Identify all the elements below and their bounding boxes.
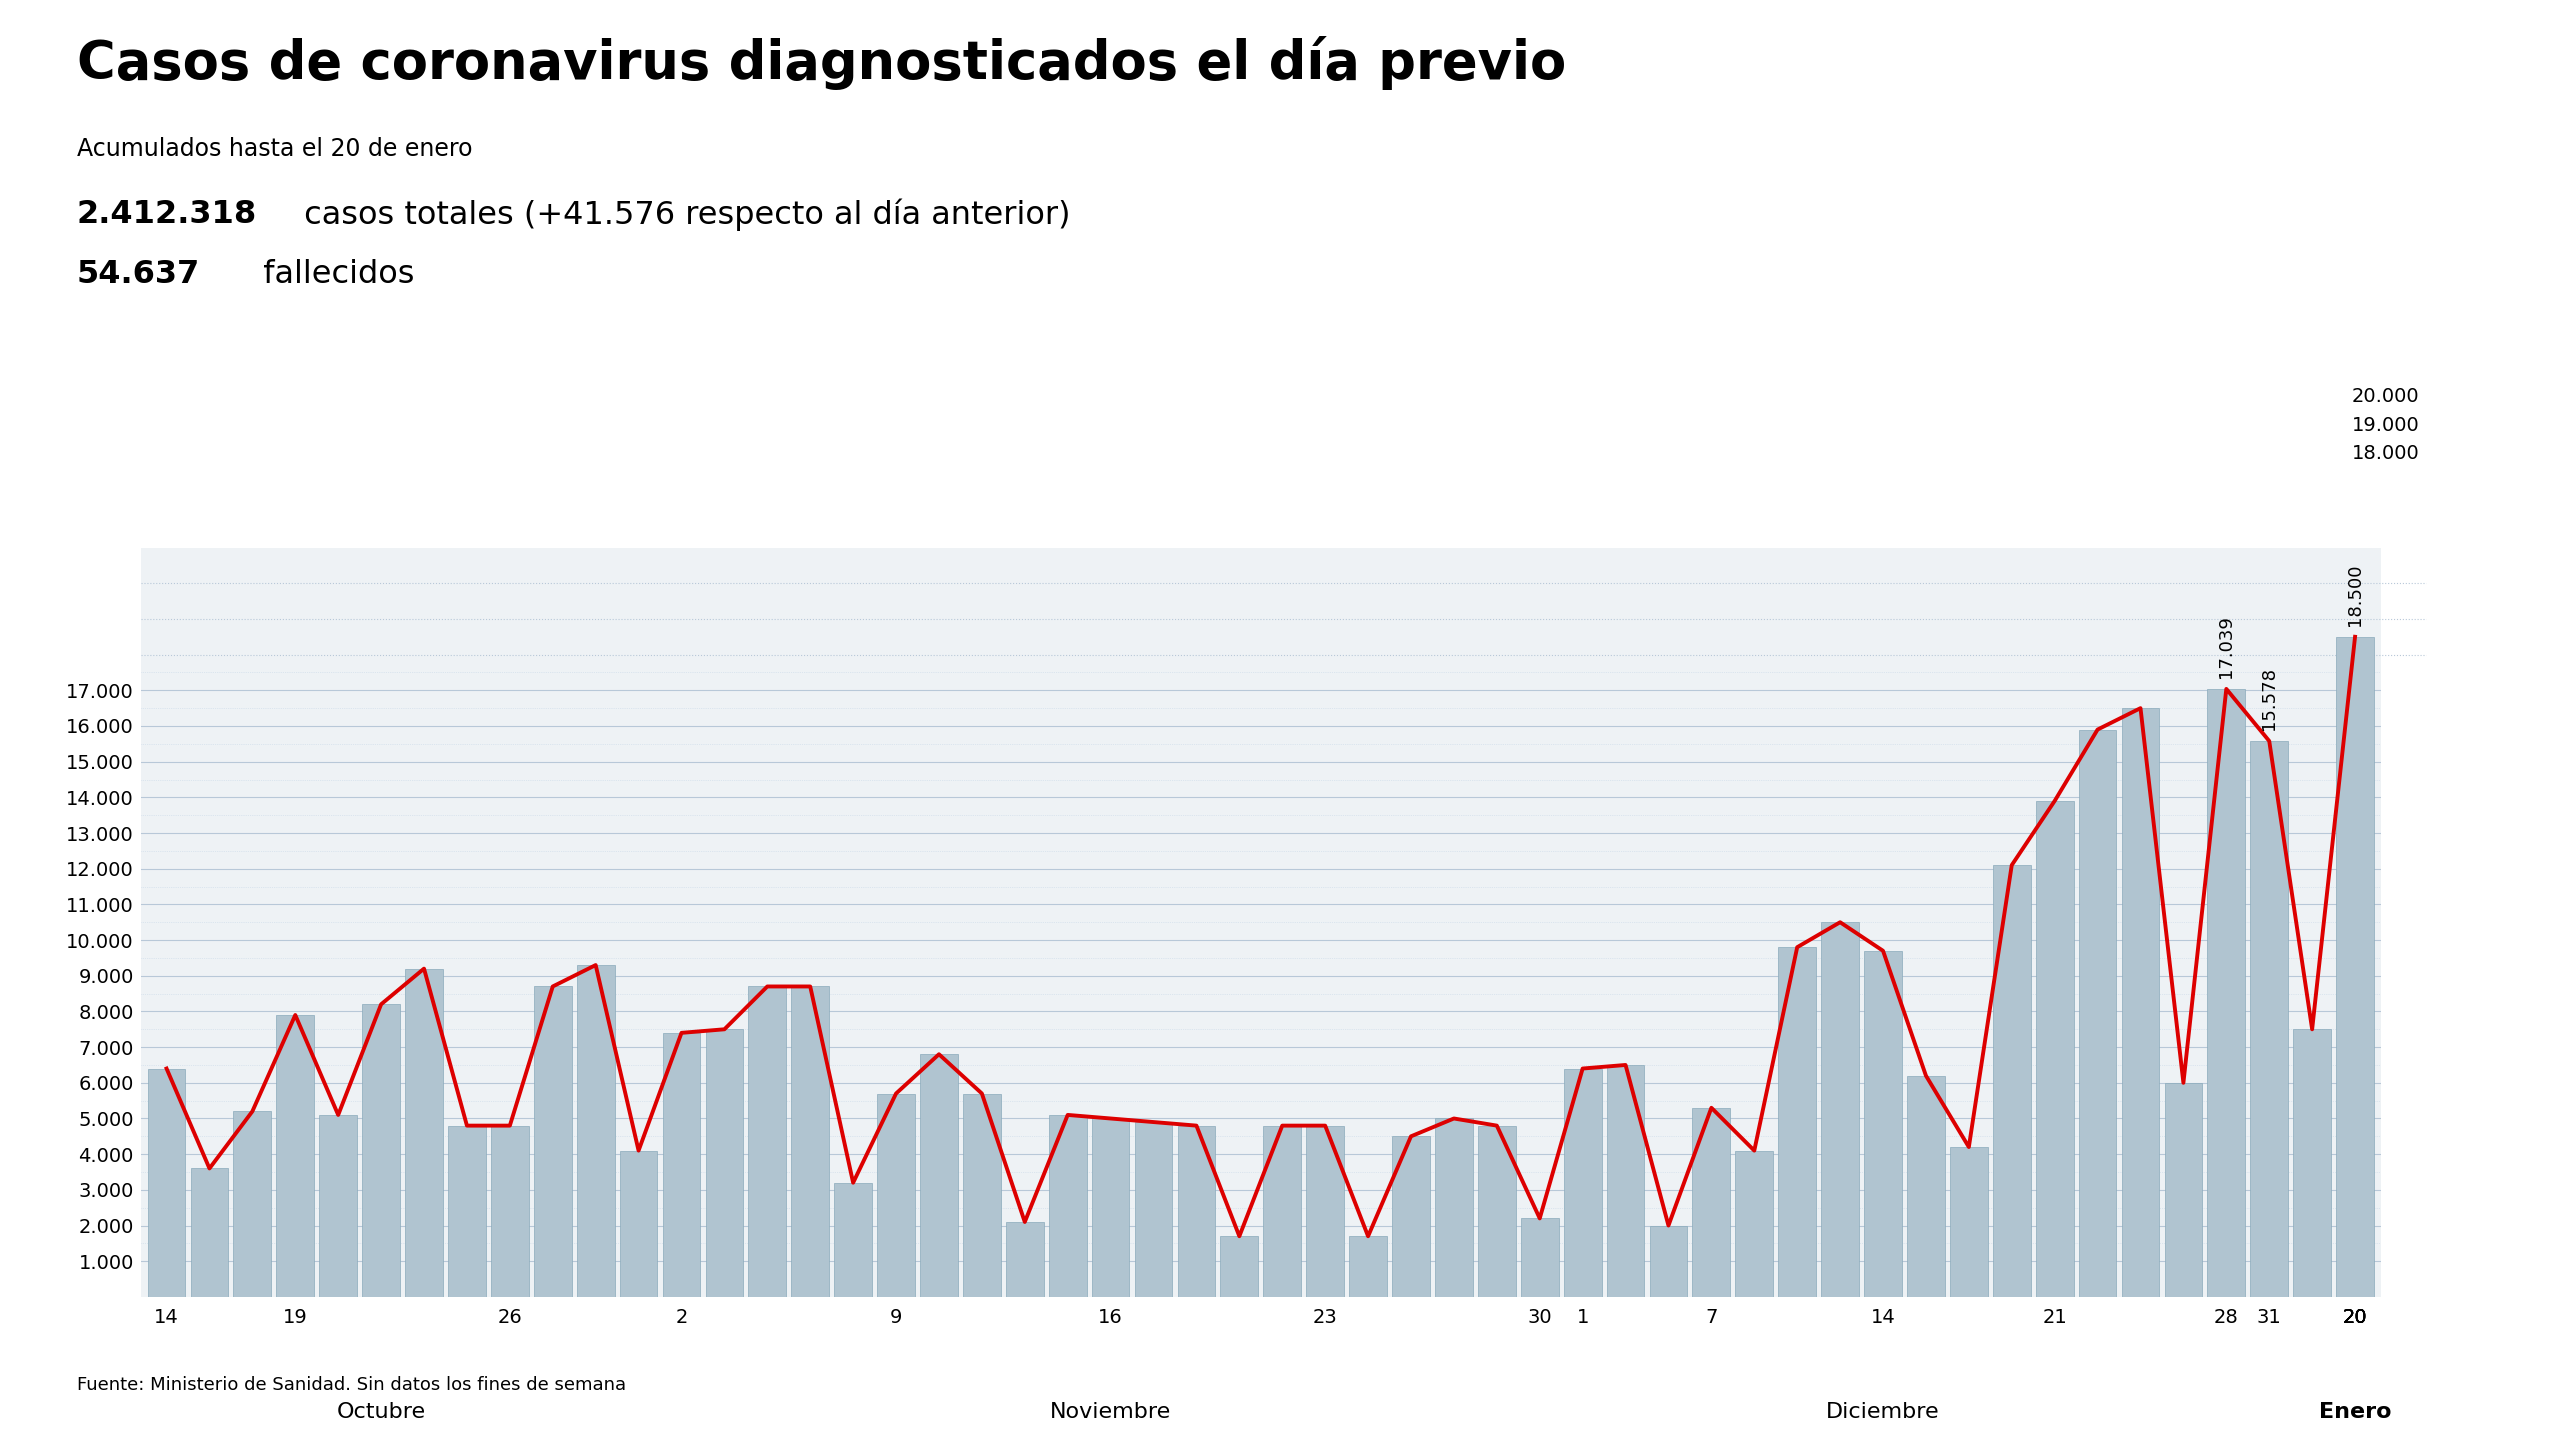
Bar xyxy=(1864,951,1902,1297)
Bar xyxy=(2250,741,2289,1297)
Bar xyxy=(1692,1108,1731,1297)
Bar xyxy=(1050,1115,1085,1297)
Text: Fuente: Ministerio de Sanidad. Sin datos los fines de semana: Fuente: Ministerio de Sanidad. Sin datos… xyxy=(77,1376,627,1393)
Text: Diciembre: Diciembre xyxy=(1825,1402,1940,1422)
Bar xyxy=(1649,1225,1687,1297)
Bar xyxy=(189,1169,228,1297)
Bar xyxy=(1736,1150,1774,1297)
Bar xyxy=(1265,1125,1300,1297)
Bar xyxy=(1907,1075,1946,1297)
Bar xyxy=(1608,1065,1644,1297)
Bar xyxy=(919,1055,957,1297)
Bar xyxy=(492,1125,530,1297)
Bar xyxy=(448,1125,486,1297)
Bar xyxy=(663,1033,701,1297)
Text: 2.412.318: 2.412.318 xyxy=(77,199,256,231)
Bar xyxy=(1477,1125,1516,1297)
Bar xyxy=(2207,689,2245,1297)
Bar xyxy=(2294,1029,2332,1297)
Bar xyxy=(2035,801,2074,1297)
Bar xyxy=(2337,637,2373,1297)
Bar xyxy=(148,1069,184,1297)
Bar xyxy=(1393,1137,1431,1297)
Bar xyxy=(620,1150,658,1297)
Bar xyxy=(1091,1118,1129,1297)
Text: fallecidos: fallecidos xyxy=(243,259,415,291)
Bar xyxy=(835,1183,873,1297)
Bar xyxy=(791,987,829,1297)
Text: 17.039: 17.039 xyxy=(2217,615,2235,679)
Bar xyxy=(1992,865,2030,1297)
Bar xyxy=(361,1004,399,1297)
Bar xyxy=(963,1094,1001,1297)
Bar xyxy=(535,987,571,1297)
Bar xyxy=(2122,708,2161,1297)
Text: Noviembre: Noviembre xyxy=(1050,1402,1172,1422)
Text: 19.000: 19.000 xyxy=(2353,415,2419,435)
Bar xyxy=(1349,1236,1388,1297)
Bar xyxy=(1951,1147,1987,1297)
Text: casos totales (+41.576 respecto al día anterior): casos totales (+41.576 respecto al día a… xyxy=(294,199,1070,232)
Text: Octubre: Octubre xyxy=(335,1402,425,1422)
Bar xyxy=(1134,1123,1172,1297)
Bar xyxy=(707,1029,742,1297)
Bar xyxy=(233,1111,271,1297)
Text: 54.637: 54.637 xyxy=(77,259,200,291)
Bar xyxy=(576,965,614,1297)
Bar xyxy=(1436,1118,1472,1297)
Bar xyxy=(2166,1082,2202,1297)
Bar xyxy=(1306,1125,1344,1297)
Text: 18.500: 18.500 xyxy=(2345,563,2363,625)
Bar xyxy=(748,987,786,1297)
Text: 18.000: 18.000 xyxy=(2353,444,2419,464)
Bar xyxy=(1221,1236,1257,1297)
Bar xyxy=(1521,1219,1559,1297)
Text: Casos de coronavirus diagnosticados el día previo: Casos de coronavirus diagnosticados el d… xyxy=(77,36,1567,89)
Bar xyxy=(320,1115,356,1297)
Text: Enero: Enero xyxy=(2319,1402,2391,1422)
Bar xyxy=(404,968,443,1297)
Text: 15.578: 15.578 xyxy=(2260,667,2278,731)
Bar xyxy=(1564,1069,1603,1297)
Bar xyxy=(1006,1222,1044,1297)
Bar xyxy=(2079,729,2117,1297)
Bar xyxy=(1779,947,1815,1297)
Bar xyxy=(1820,922,1859,1297)
Bar xyxy=(878,1094,914,1297)
Bar xyxy=(1178,1125,1216,1297)
Text: 20.000: 20.000 xyxy=(2353,386,2419,406)
Text: Acumulados hasta el 20 de enero: Acumulados hasta el 20 de enero xyxy=(77,137,471,161)
Bar xyxy=(276,1014,315,1297)
